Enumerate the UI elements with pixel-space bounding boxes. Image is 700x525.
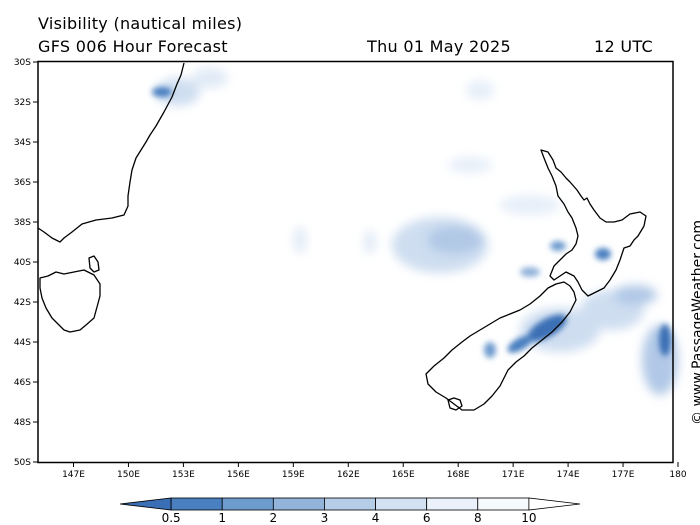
lat-tick-label: 40S	[14, 258, 31, 268]
latitude-ticks: 30S 32S 34S 36S 38S 40S 42S 44S 46S 48S 50S	[14, 58, 38, 468]
colorbar-label: 3	[321, 511, 329, 525]
map-frame	[37, 60, 674, 464]
lat-tick-label: 46S	[14, 378, 31, 388]
colorbar-segment	[375, 497, 428, 511]
colorbar-label: 2	[270, 511, 278, 525]
forecast-subtitle: GFS 006 Hour Forecast	[38, 37, 228, 56]
lat-tick-label: 44S	[14, 338, 31, 348]
nz-stewart-island	[447, 397, 463, 411]
longitude-ticks: 147E 150E 153E 156E 159E 162E 165E 168E 171E 174E…	[62, 462, 687, 480]
visibility-shading	[152, 68, 678, 395]
colorbar-segment	[426, 497, 479, 511]
lat-tick-label: 36S	[14, 178, 31, 188]
forecast-date: Thu 01 May 2025	[367, 37, 511, 56]
tasmania-coastline	[39, 269, 101, 333]
lon-tick-label: 159E	[282, 470, 305, 480]
colorbar-label: 0.5	[162, 511, 181, 525]
colorbar-label: 4	[372, 511, 380, 525]
colorbar-label: 1	[218, 511, 226, 525]
lat-tick-label: 50S	[14, 458, 31, 468]
colorbar-high-arrow	[528, 497, 581, 511]
lon-tick-label: 147E	[62, 470, 85, 480]
lon-tick-label: 168E	[447, 470, 470, 480]
forecast-time: 12 UTC	[594, 37, 653, 56]
nz-south-island	[425, 281, 577, 411]
colorbar-label: 10	[521, 511, 536, 525]
lon-tick-label: 171E	[502, 470, 525, 480]
lon-tick-label: 150E	[117, 470, 140, 480]
colorbar-segment	[477, 497, 530, 511]
colorbar-segment	[272, 497, 325, 511]
lon-tick-label: 180	[669, 470, 686, 480]
lat-tick-label: 42S	[14, 298, 31, 308]
lon-tick-label: 165E	[392, 470, 415, 480]
lon-tick-label: 156E	[227, 470, 250, 480]
colorbar-segment	[170, 497, 223, 511]
australia-coastline	[37, 62, 185, 243]
lat-tick-label: 34S	[14, 138, 31, 148]
visibility-colorbar: 0.5 1 2 3 4 6 8 10	[119, 497, 581, 525]
lon-tick-label: 153E	[172, 470, 195, 480]
lon-tick-label: 174E	[557, 470, 580, 480]
colorbar-low-arrow	[119, 497, 172, 511]
map-title: Visibility (nautical miles)	[38, 14, 243, 33]
lat-tick-label: 38S	[14, 218, 31, 228]
king-island	[88, 255, 100, 273]
colorbar-segment	[324, 497, 376, 511]
lat-tick-label: 48S	[14, 418, 31, 428]
lat-tick-label: 32S	[14, 98, 31, 108]
colorbar-label: 8	[474, 511, 482, 525]
lon-tick-label: 177E	[612, 470, 635, 480]
colorbar-label: 6	[423, 511, 431, 525]
lat-tick-label: 30S	[14, 58, 31, 68]
colorbar-segment	[221, 497, 274, 511]
lon-tick-label: 162E	[337, 470, 360, 480]
nz-north-island	[540, 149, 647, 297]
coastlines	[37, 62, 647, 411]
